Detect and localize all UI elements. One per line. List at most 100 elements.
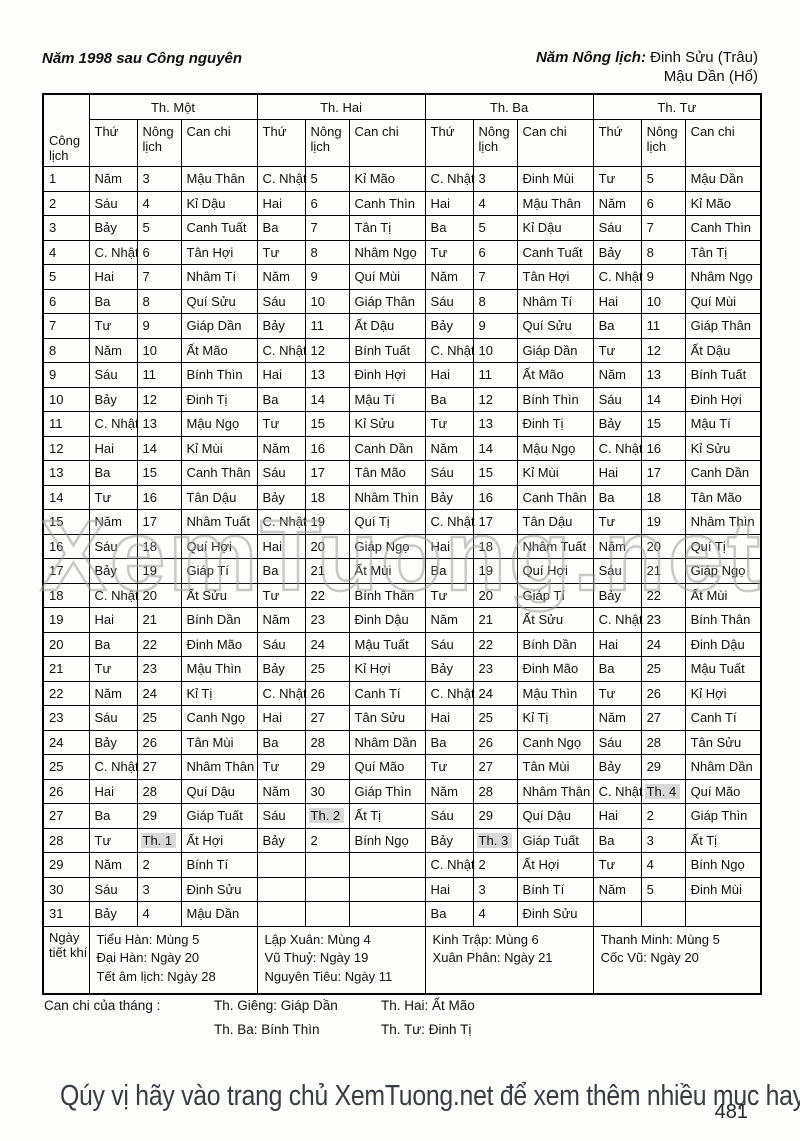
weekday-cell: C. Nhật [424,852,475,878]
table-row: 30 Sáu 3 Đinh Sửu Hai 3 Bính Tí Năm 5 Đinh Mùi [42,876,762,902]
sub-header: Can chi [180,119,258,167]
lunar-date-cell: 18 [304,484,350,510]
solar-term-line: Tết âm lịch: Ngày 28 [96,968,216,984]
solar-year-title: Năm 1998 sau Công nguyên [42,50,243,67]
solar-date-cell: 18 [42,582,90,608]
solar-date-cell: 21 [42,656,90,682]
lunar-date-cell: 6 [640,190,686,216]
table-row: 6 Ba 8 Quí Sửu Sáu 10 Giáp Thân Sáu 8 Nhâm Tí Hai 1… [42,288,762,314]
weekday-cell: Năm [424,778,474,804]
weekday-cell: C. Nhật [256,166,307,192]
lunar-date-cell: 17 [472,509,518,535]
table-row: 21 Tư 23 Mậu Thìn Bảy 25 Kỉ Hợi Bảy 23 Đinh Mão Ba… [42,656,762,682]
canchi-cell: Tân Hợi [180,239,258,265]
solar-date-cell: 16 [42,533,90,559]
calendar-table: Công lịch Th. Một Th. Hai Th. Ba Th. Tư Thứ Nô… [42,93,763,995]
weekday-cell: Bảy [424,484,474,510]
lunar-date-cell: 26 [136,729,182,755]
lunar-date-cell: 12 [640,337,686,363]
canchi-cell: Kỉ Tị [516,705,594,731]
lunar-date-cell: 22 [136,631,182,657]
canchi-cell: Giáp Ngọ [684,558,762,584]
lunar-date-cell: 15 [304,411,350,437]
month-canchi-item: Th. Hai: Ất Mão [381,998,475,1013]
weekday-cell: C. Nhật [256,680,307,706]
weekday-cell: Ba [592,484,642,510]
solar-date-cell: 9 [42,362,90,388]
lunar-date-cell: 4 [640,852,686,878]
canchi-cell: Giáp Dần [516,337,594,363]
weekday-cell: Bảy [88,558,138,584]
lunar-date-cell: 8 [640,239,686,265]
lunar-date-cell: 20 [640,533,686,559]
weekday-cell: Tư [256,411,306,437]
lunar-date-cell: 24 [304,631,350,657]
weekday-cell: Sáu [88,533,138,559]
lunar-date-cell: 25 [136,705,182,731]
sub-header: Nông lịch [304,119,350,167]
canchi-cell [348,852,426,878]
weekday-cell: Năm [256,778,306,804]
weekday-cell: Tư [88,484,138,510]
lunar-date-cell: 9 [472,313,518,339]
weekday-cell [256,876,306,902]
lunar-date-cell: 24 [136,680,182,706]
lunar-date-cell: 4 [136,190,182,216]
table-row: 22 Năm 24 Kỉ Tị C. Nhật 26 Canh Tí C. Nhật 24 Mậu… [42,680,762,706]
weekday-cell: C. Nhật [256,509,307,535]
canchi-cell: Ất Hợi [516,852,594,878]
canchi-cell: Bính Tí [516,876,594,902]
weekday-cell: Ba [424,215,474,241]
canchi-cell: Nhâm Tí [516,288,594,314]
weekday-cell: Năm [592,705,642,731]
sub-header: Can chi [684,119,762,167]
lunar-date-cell: 18 [472,533,518,559]
weekday-cell: Tư [424,754,474,780]
weekday-cell: Hai [256,190,306,216]
lunar-date-cell: 10 [640,288,686,314]
canchi-cell: Canh Thân [516,484,594,510]
month-canchi-label: Can chi của tháng : [44,998,161,1013]
canchi-cell: Đinh Hợi [684,386,762,412]
lunar-date-cell: 21 [472,607,518,633]
table-row: 31 Bảy 4 Mậu Dần Ba 4 Đinh Sửu [42,901,762,927]
lunar-date-cell: 16 [304,435,350,461]
canchi-cell: Mậu Tuất [348,631,426,657]
weekday-cell: Năm [88,509,138,535]
solar-date-cell: 12 [42,435,90,461]
weekday-cell: Hai [424,876,474,902]
weekday-cell: Bảy [88,215,138,241]
canchi-cell: Canh Tí [348,680,426,706]
canchi-cell: Tân Mùi [180,729,258,755]
sub-header: Nông lịch [640,119,686,167]
lunar-date-cell: 21 [304,558,350,584]
lunar-year-label: Năm Nông lịch: [535,49,646,66]
solar-date-cell: 30 [42,876,90,902]
lunar-date-cell: 3 [640,827,686,853]
lunar-date-cell: 2 [640,803,686,829]
canchi-cell: Mậu Dần [180,901,258,927]
canchi-cell: Kỉ Sửu [348,411,426,437]
weekday-cell: Tư [424,411,474,437]
lunar-date-cell: 3 [472,876,518,902]
canchi-cell: Canh Dần [684,460,762,486]
weekday-cell: Bảy [592,582,642,608]
solar-date-cell: 25 [42,754,90,780]
table-row: 20 Ba 22 Đinh Mão Sáu 24 Mậu Tuất Sáu 22 Bính Dần… [42,631,762,657]
weekday-cell: Hai [256,533,306,559]
table-row: 17 Bảy 19 Giáp Tí Ba 21 Ất Mùi Ba 19 Quí Hợi Sáu 21… [42,558,762,584]
canchi-cell: Giáp Tí [180,558,258,584]
lunar-date-cell: 22 [640,582,686,608]
solar-date-cell: 14 [42,484,90,510]
corner-header: Công lịch [42,93,90,167]
solar-date-cell: 13 [42,460,90,486]
weekday-cell: Tư [592,337,642,363]
table-row: 7 Tư 9 Giáp Dần Bảy 11 Ất Dậu Bảy 9 Quí Sửu Ba 11 Gi… [42,313,762,339]
canchi-cell: Giáp Thìn [684,803,762,829]
canchi-cell: Ất Sửu [516,607,594,633]
canchi-cell: Mậu Thân [180,166,258,192]
weekday-cell: Bảy [424,656,474,682]
solar-date-cell: 19 [42,607,90,633]
weekday-cell: Năm [256,264,306,290]
weekday-cell: Sáu [256,288,306,314]
